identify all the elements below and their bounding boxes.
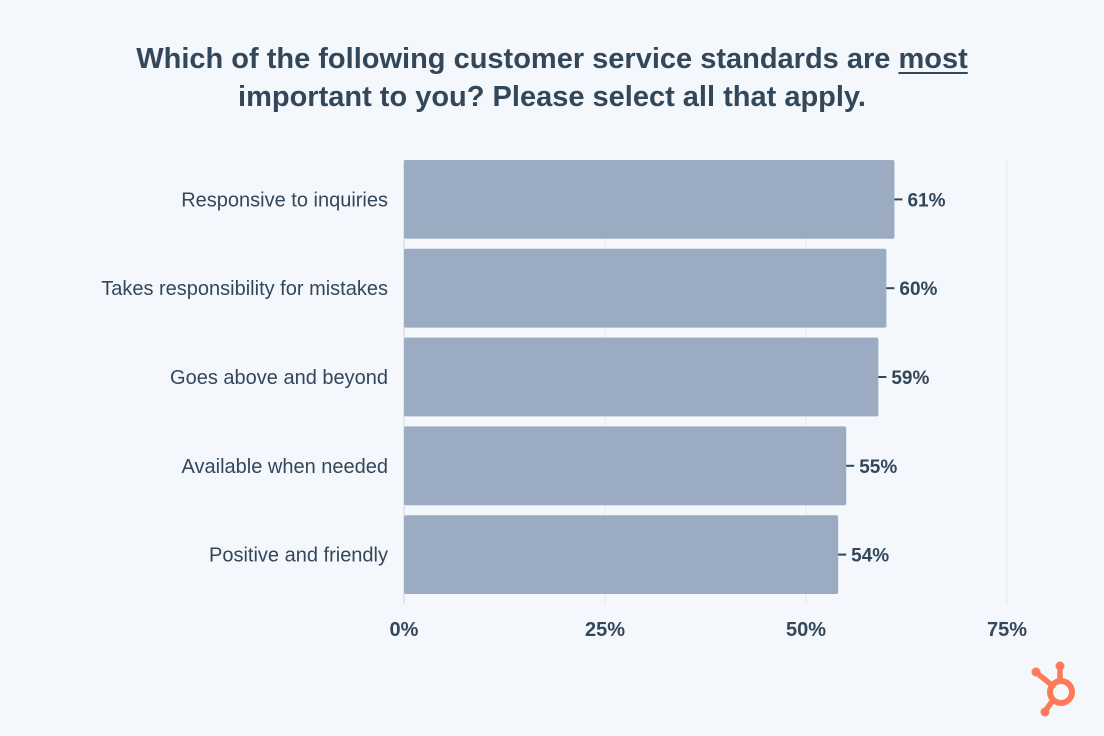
chart-title-emphasis: most [898, 43, 968, 75]
category-label: Goes above and beyond [170, 367, 388, 389]
chart-title: Which of the following customer service … [0, 40, 1104, 116]
x-tick-label: 25% [585, 619, 625, 641]
category-label: Takes responsibility for mistakes [101, 278, 388, 300]
value-label: 54% [851, 546, 889, 567]
category-label: Positive and friendly [209, 545, 388, 567]
category-labels: Responsive to inquiries Takes responsibil… [101, 189, 388, 566]
bar [404, 515, 839, 594]
bars [404, 160, 895, 594]
chart-title-line-2: important to you? Please select all that… [238, 81, 866, 113]
chart-title-line-1: Which of the following customer service … [0, 40, 1104, 78]
chart-title-prefix: Which of the following customer service … [136, 43, 899, 75]
x-tick-label: 75% [987, 619, 1027, 641]
bar [404, 426, 847, 506]
x-tick-label: 0% [390, 619, 419, 641]
value-label: 60% [899, 279, 937, 300]
category-label: Responsive to inquiries [181, 189, 388, 211]
bar [404, 248, 887, 328]
x-axis-ticks: 0% 25% 50% 75% [390, 619, 1028, 641]
bar [404, 160, 895, 239]
category-label: Available when needed [182, 456, 388, 478]
value-label: 61% [907, 190, 945, 211]
value-label: 59% [891, 368, 929, 389]
value-labels: 61% 60% 59% 55% 54% [838, 190, 946, 567]
hubspot-sprocket-icon [1031, 661, 1075, 717]
bar [404, 337, 879, 417]
x-tick-label: 50% [786, 619, 826, 641]
value-label: 55% [859, 457, 897, 478]
